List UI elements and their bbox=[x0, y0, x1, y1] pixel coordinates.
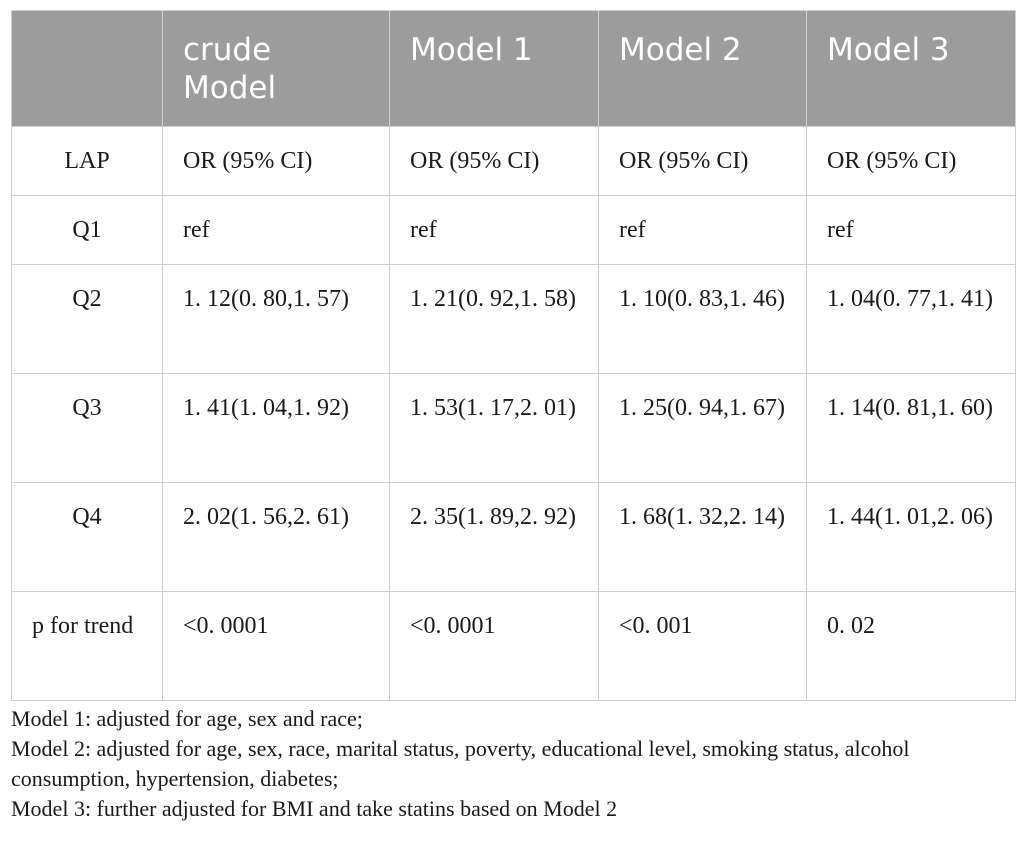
table-cell: 2. 02(1. 56,2. 61) bbox=[162, 482, 390, 592]
table-row: p for trend <0. 0001 <0. 0001 <0. 001 0.… bbox=[11, 591, 1016, 701]
row-label-q4: Q4 bbox=[11, 482, 163, 592]
table-cell: 1. 10(0. 83,1. 46) bbox=[598, 264, 807, 374]
table-cell: 1. 04(0. 77,1. 41) bbox=[806, 264, 1016, 374]
table-row: LAP OR (95% CI) OR (95% CI) OR (95% CI) … bbox=[11, 126, 1016, 196]
table-cell: 0. 02 bbox=[806, 591, 1016, 701]
table-cell: <0. 0001 bbox=[389, 591, 599, 701]
table-cell: 1. 41(1. 04,1. 92) bbox=[162, 373, 390, 483]
header-model-3: Model 3 bbox=[806, 10, 1016, 127]
table-cell: 1. 12(0. 80,1. 57) bbox=[162, 264, 390, 374]
table-row: Q3 1. 41(1. 04,1. 92) 1. 53(1. 17,2. 01)… bbox=[11, 373, 1016, 483]
table-cell: OR (95% CI) bbox=[598, 126, 807, 196]
row-label-p-for-trend: p for trend bbox=[11, 591, 163, 701]
row-label-q1: Q1 bbox=[11, 195, 163, 265]
table-cell: <0. 0001 bbox=[162, 591, 390, 701]
header-crude-model: crude Model bbox=[162, 10, 390, 127]
table-cell: 1. 14(0. 81,1. 60) bbox=[806, 373, 1016, 483]
footnote-model-1: Model 1: adjusted for age, sex and race; bbox=[11, 706, 363, 731]
table-cell: OR (95% CI) bbox=[389, 126, 599, 196]
table-row: Q4 2. 02(1. 56,2. 61) 2. 35(1. 89,2. 92)… bbox=[11, 482, 1016, 592]
table-cell: 1. 21(0. 92,1. 58) bbox=[389, 264, 599, 374]
row-label-lap: LAP bbox=[11, 126, 163, 196]
table-cell: 1. 68(1. 32,2. 14) bbox=[598, 482, 807, 592]
table-cell: OR (95% CI) bbox=[162, 126, 390, 196]
row-label-q3: Q3 bbox=[11, 373, 163, 483]
table-cell: OR (95% CI) bbox=[806, 126, 1016, 196]
header-model-1: Model 1 bbox=[389, 10, 599, 127]
table-cell: 2. 35(1. 89,2. 92) bbox=[389, 482, 599, 592]
table-footnotes: Model 1: adjusted for age, sex and race;… bbox=[11, 704, 1021, 824]
table-row: Q2 1. 12(0. 80,1. 57) 1. 21(0. 92,1. 58)… bbox=[11, 264, 1016, 374]
table-cell: ref bbox=[806, 195, 1016, 265]
footnote-model-3: Model 3: further adjusted for BMI and ta… bbox=[11, 796, 618, 821]
odds-ratio-table: crude Model Model 1 Model 2 Model 3 LAP … bbox=[11, 10, 1016, 701]
row-label-q2: Q2 bbox=[11, 264, 163, 374]
table-cell: <0. 001 bbox=[598, 591, 807, 701]
table-cell: 1. 44(1. 01,2. 06) bbox=[806, 482, 1016, 592]
results-table-container: crude Model Model 1 Model 2 Model 3 LAP … bbox=[11, 10, 1016, 701]
table-cell: ref bbox=[162, 195, 390, 265]
table-cell: 1. 53(1. 17,2. 01) bbox=[389, 373, 599, 483]
table-cell: 1. 25(0. 94,1. 67) bbox=[598, 373, 807, 483]
header-corner bbox=[11, 10, 163, 127]
table-row: Q1 ref ref ref ref bbox=[11, 195, 1016, 265]
footnote-model-2: Model 2: adjusted for age, sex, race, ma… bbox=[11, 736, 910, 791]
table-cell: ref bbox=[389, 195, 599, 265]
header-model-2: Model 2 bbox=[598, 10, 807, 127]
table-header-row: crude Model Model 1 Model 2 Model 3 bbox=[11, 10, 1016, 127]
table-cell: ref bbox=[598, 195, 807, 265]
